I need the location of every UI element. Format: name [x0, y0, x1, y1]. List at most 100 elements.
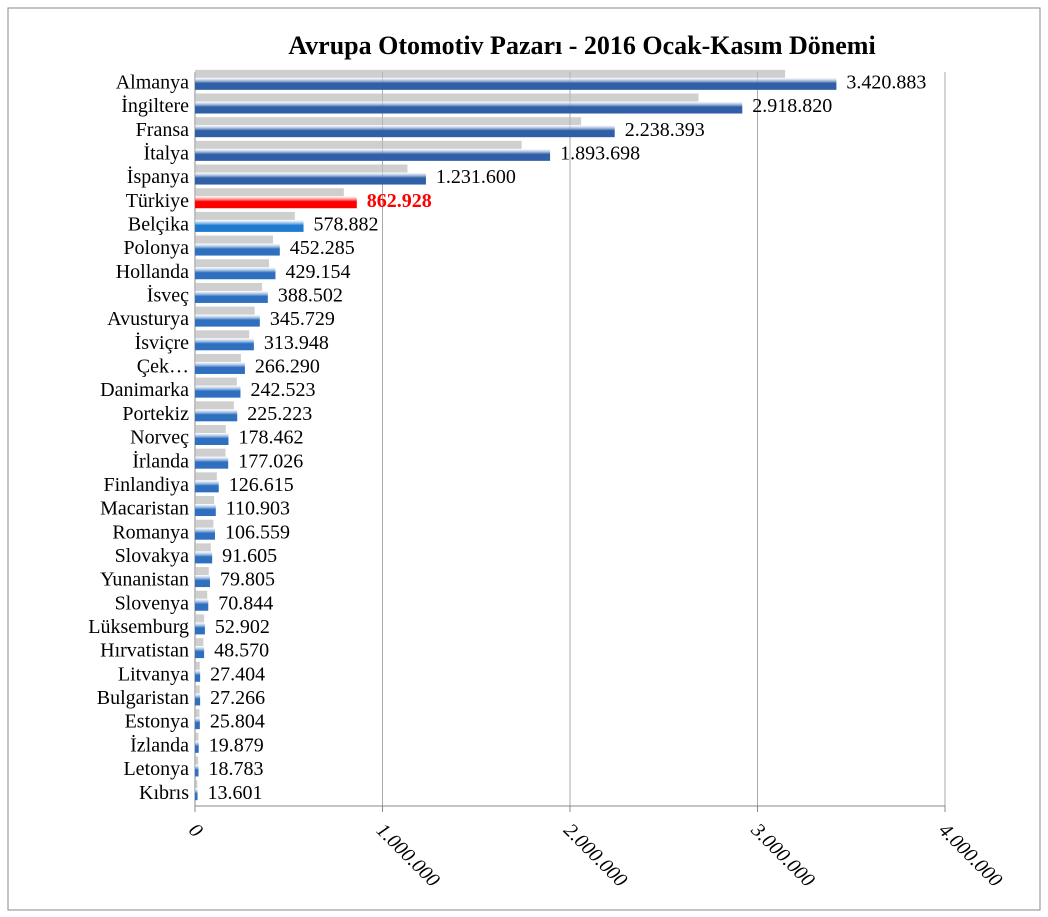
- bar-shadow: [195, 732, 199, 741]
- bar-shadow: [195, 282, 263, 291]
- y-tick-label: Estonya: [125, 711, 190, 733]
- bar: [195, 740, 199, 753]
- y-tick-label: İtalya: [143, 141, 189, 164]
- bar: [195, 338, 254, 351]
- y-tick-label: Yunanistan: [100, 569, 189, 591]
- y-tick-label: Letonya: [123, 758, 189, 780]
- bar: [195, 172, 426, 185]
- bar-shadow: [195, 235, 274, 244]
- y-tick-label: Polonya: [123, 237, 189, 259]
- y-tick-label: Lüksemburg: [88, 616, 189, 638]
- value-label: 429.154: [285, 261, 350, 283]
- bar: [195, 646, 205, 659]
- value-label: 2.918.820: [752, 95, 832, 117]
- bar: [195, 243, 280, 256]
- value-label: 225.223: [247, 403, 312, 425]
- value-label: 48.570: [214, 640, 269, 662]
- bar-shadow: [195, 661, 200, 670]
- bar: [195, 77, 837, 90]
- value-label: 388.502: [278, 285, 343, 307]
- bar: [195, 409, 238, 422]
- y-tick-label: Slovenya: [115, 592, 190, 614]
- bar: [195, 290, 268, 303]
- bar: [195, 361, 245, 374]
- bar-shadow: [195, 117, 582, 126]
- y-tick-label: İrlanda: [132, 449, 189, 472]
- y-tick-label: Fransa: [136, 119, 189, 141]
- value-label: 266.290: [255, 356, 320, 378]
- value-label: 1.893.698: [560, 142, 640, 164]
- bar: [195, 101, 743, 114]
- value-label: 19.879: [209, 734, 264, 756]
- bar: [195, 314, 260, 327]
- chart-title: Avrupa Otomotiv Pazarı - 2016 Ocak-Kasım…: [288, 31, 875, 60]
- bar-shadow: [195, 638, 204, 647]
- bar: [195, 504, 216, 517]
- bar-shadow: [195, 211, 295, 220]
- value-label: 70.844: [218, 592, 273, 614]
- y-tick-label: Norveç: [130, 427, 189, 449]
- value-label: 313.948: [264, 332, 329, 354]
- bar: [195, 575, 210, 588]
- y-tick-label: Çek…: [137, 356, 189, 378]
- bar: [195, 717, 200, 730]
- bar-shadow: [195, 472, 217, 481]
- y-tick-label: Belçika: [128, 213, 189, 235]
- y-tick-label: Hırvatistan: [100, 640, 189, 662]
- bar: [195, 764, 199, 777]
- value-label: 178.462: [238, 427, 303, 449]
- bar-shadow: [195, 496, 215, 505]
- value-label: 1.231.600: [436, 166, 516, 188]
- y-tick-label: Litvanya: [118, 663, 189, 685]
- value-label: 2.238.393: [625, 119, 705, 141]
- bar-shadow: [195, 93, 699, 102]
- bar-shadow: [195, 353, 241, 362]
- value-label: 52.902: [215, 616, 270, 638]
- value-label: 106.559: [225, 521, 290, 543]
- value-label: 91.605: [222, 545, 277, 567]
- bar: [195, 527, 215, 540]
- bar-shadow: [195, 188, 344, 197]
- value-label: 3.420.883: [846, 71, 926, 93]
- y-tick-label: Almanya: [116, 71, 189, 93]
- bar-shadow: [195, 164, 408, 173]
- value-label: 27.266: [210, 687, 265, 709]
- value-label: 242.523: [250, 379, 315, 401]
- bar-shadow: [195, 685, 200, 694]
- bar: [195, 622, 205, 635]
- y-tick-label: Avusturya: [107, 308, 189, 330]
- bar: [195, 125, 615, 138]
- y-tick-label: Hollanda: [116, 261, 189, 283]
- value-label: 110.903: [226, 498, 290, 520]
- bar-shadow: [195, 69, 786, 78]
- bar-shadow: [195, 401, 234, 410]
- value-label: 177.026: [238, 450, 303, 472]
- value-label: 126.615: [229, 474, 294, 496]
- bar-shadow: [195, 330, 250, 339]
- bar: [195, 693, 201, 706]
- y-tick-label: İzlanda: [130, 733, 189, 756]
- bar: [195, 551, 213, 564]
- y-tick-label: Kıbrıs: [139, 782, 189, 804]
- value-label: 578.882: [314, 213, 379, 235]
- value-label: 25.804: [210, 711, 265, 733]
- value-label: 862.928: [367, 190, 432, 212]
- bar: [195, 480, 219, 493]
- bar: [195, 456, 229, 469]
- bar: [195, 788, 198, 801]
- bar-shadow: [195, 709, 200, 718]
- bar-shadow: [195, 448, 226, 457]
- y-tick-label: Danimarka: [100, 379, 189, 401]
- bar-shadow: [195, 377, 237, 386]
- y-tick-label: İngiltere: [121, 94, 189, 117]
- bar-shadow: [195, 306, 255, 315]
- y-tick-label: Finlandiya: [103, 474, 189, 496]
- value-label: 27.404: [210, 663, 265, 685]
- y-tick-label: İspanya: [127, 165, 189, 188]
- bar: [195, 598, 209, 611]
- bar-shadow: [195, 590, 208, 599]
- value-label: 18.783: [209, 758, 264, 780]
- bar-shadow: [195, 567, 209, 576]
- bar: [195, 385, 241, 398]
